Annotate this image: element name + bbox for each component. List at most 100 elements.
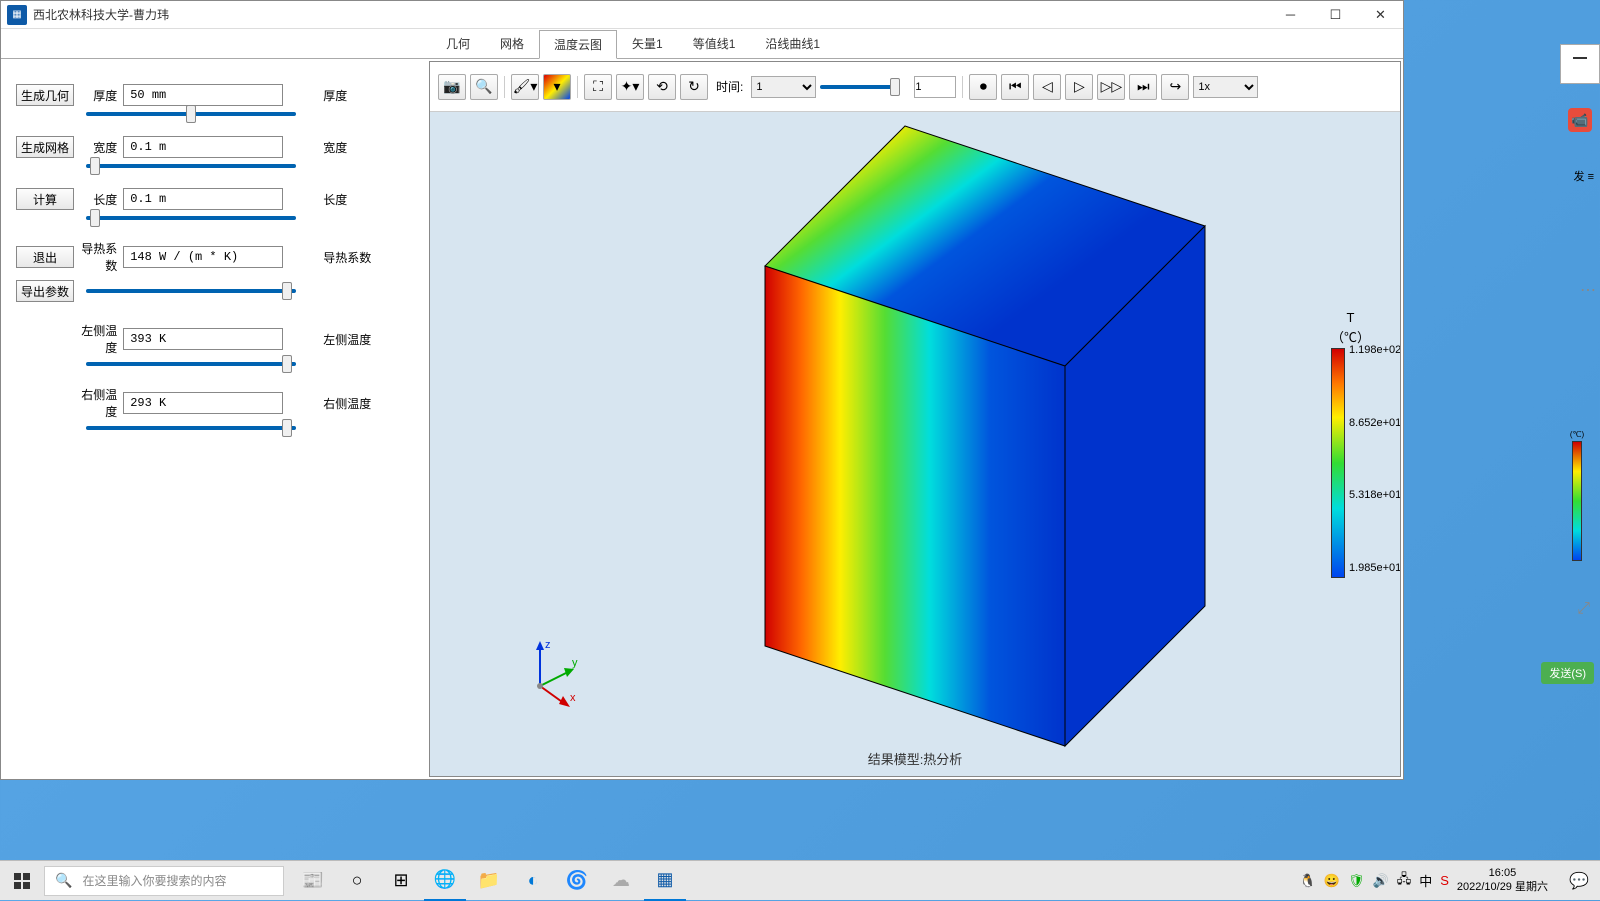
loop-icon[interactable]: ↪ [1161,74,1189,100]
generate-geometry-button[interactable]: 生成几何 [16,84,74,106]
legend-ticks: 1.198e+02 8.652e+01 5.318e+01 1.985e+01 [1349,344,1400,574]
svg-text:y: y [572,657,578,669]
length-slider[interactable] [86,216,296,220]
first-icon[interactable]: ⏮ [1001,74,1029,100]
last-icon[interactable]: ⏭ [1129,74,1157,100]
left-temp-slider[interactable] [86,362,296,366]
prev-icon[interactable]: ◁ [1033,74,1061,100]
width-input[interactable] [123,136,283,158]
tab-mesh[interactable]: 网格 [485,29,539,58]
axes-icon[interactable]: ✦▾ [616,74,644,100]
comsol-icon[interactable]: ▦ [644,861,686,901]
bg-send-button: 发送(S) [1541,662,1594,684]
thickness-display: 厚度 [323,87,412,104]
task-icons: 📰 ○ ⊞ 🌐 📁 ◐ 🌀 ☁ ▦ [292,861,686,901]
length-display: 长度 [323,191,412,208]
right-temp-slider[interactable] [86,426,296,430]
search-box[interactable]: 🔍 在这里输入你要搜索的内容 [44,866,284,896]
legend-gradient-bar [1331,348,1345,578]
news-icon[interactable]: 📰 [292,861,334,901]
svg-text:z: z [545,639,551,651]
thickness-slider[interactable] [86,112,296,116]
tray-icon-2[interactable]: 😀 [1324,873,1340,889]
clock-date: 2022/10/29 星期六 [1457,881,1548,894]
edge-icon[interactable]: 🌐 [424,861,466,901]
tab-temperature[interactable]: 温度云图 [539,30,617,59]
time-slider[interactable] [820,85,900,89]
tray-ime-icon[interactable]: 中 [1419,871,1432,890]
titlebar: ▦ 西北农林科技大学-曹力玮 ─ ☐ ✕ [1,1,1403,29]
app1-icon[interactable]: ◐ [512,861,554,901]
notification-icon[interactable]: 💬 [1558,861,1600,901]
taskview-icon[interactable]: ⊞ [380,861,422,901]
zoom-icon[interactable]: 🔍 [470,74,498,100]
explorer-icon[interactable]: 📁 [468,861,510,901]
exit-button[interactable]: 退出 [16,246,74,268]
bg-mini-legend: (℃) [1562,430,1592,563]
start-button[interactable] [0,861,44,901]
right-temp-display: 右侧温度 [323,395,412,412]
speed-select[interactable]: 1x [1193,76,1258,98]
export-params-button[interactable]: 导出参数 [16,280,74,302]
app2-icon[interactable]: 🌀 [556,861,598,901]
tray-icon-1[interactable]: 🐧 [1300,873,1316,889]
taskbar: 🔍 在这里输入你要搜索的内容 📰 ○ ⊞ 🌐 📁 ◐ 🌀 ☁ ▦ 🐧 😀 🛡 🔊… [0,860,1600,900]
tab-line-curve[interactable]: 沿线曲线1 [750,29,835,58]
tray-sogou-icon[interactable]: S [1440,873,1449,888]
cube-render [605,112,1225,756]
tab-contour[interactable]: 等值线1 [678,29,751,58]
conductivity-slider[interactable] [86,289,296,293]
record-icon[interactable]: ⏺ [969,74,997,100]
tab-geometry[interactable]: 几何 [431,29,485,58]
extents-icon[interactable]: ⛶ [584,74,612,100]
cube-icon[interactable]: ▾ [543,74,571,100]
window-controls: ─ ☐ ✕ [1268,1,1403,29]
tab-bar: 几何 网格 温度云图 矢量1 等值线1 沿线曲线1 [1,29,1403,59]
legend-min: 1.985e+01 [1349,562,1400,574]
clock-time: 16:05 [1457,867,1548,880]
system-tray: 🐧 😀 🛡 🔊 🖧 中 S 16:05 2022/10/29 星期六 [1300,867,1558,893]
rotate-icon[interactable]: ⟲ [648,74,676,100]
main-app-window: ▦ 西北农林科技大学-曹力玮 ─ ☐ ✕ 几何 网格 温度云图 矢量1 等值线1… [0,0,1404,780]
color-legend: T （℃） 1.198e+02 8.652e+01 5.318e+01 1.98… [1331,310,1370,578]
play-icon[interactable]: ▷ [1065,74,1093,100]
right-temp-label: 右侧温度 [78,386,123,420]
close-button[interactable]: ✕ [1358,1,1403,29]
search-icon: 🔍 [55,872,72,889]
length-input[interactable] [123,188,283,210]
right-temp-input[interactable] [123,392,283,414]
camera-icon[interactable]: 📷 [438,74,466,100]
brush-icon[interactable]: 🖌▾ [511,74,539,100]
bg-text-1: 发 ≡ [1574,168,1594,184]
legend-max: 1.198e+02 [1349,344,1400,356]
tab-vector[interactable]: 矢量1 [617,29,678,58]
step-input[interactable] [914,76,956,98]
expand-icon: ⤢ [1577,600,1590,618]
result-label: 结果模型:热分析 [868,749,963,768]
time-select[interactable]: 1 [751,76,816,98]
conductivity-input[interactable] [123,246,283,268]
width-label: 宽度 [78,139,123,156]
bg-window-corner [1560,44,1600,84]
width-slider[interactable] [86,164,296,168]
bg-dots-icon: ⋯ [1580,280,1596,300]
cortana-icon[interactable]: ○ [336,861,378,901]
next-icon[interactable]: ▷▷ [1097,74,1125,100]
minimize-button[interactable]: ─ [1268,1,1313,29]
left-temp-display: 左侧温度 [323,331,412,348]
tray-icon-3[interactable]: 🛡 [1348,873,1365,889]
view-toolbar: 📷 🔍 🖌▾ ▾ ⛶ ✦▾ ⟲ ↻ 时间: 1 ⏺ ⏮ ◁ ▷ ▷▷ [430,62,1400,112]
refresh-icon[interactable]: ↻ [680,74,708,100]
compute-button[interactable]: 计算 [16,188,74,210]
clock[interactable]: 16:05 2022/10/29 星期六 [1457,867,1548,893]
tray-network-icon[interactable]: 🖧 [1397,870,1412,892]
app3-icon[interactable]: ☁ [600,861,642,901]
left-temp-input[interactable] [123,328,283,350]
maximize-button[interactable]: ☐ [1313,1,1358,29]
generate-mesh-button[interactable]: 生成网格 [16,136,74,158]
time-label: 时间: [716,78,743,95]
content-area: 生成几何 厚度 厚度 生成网格 宽度 宽度 计算 长度 长度 [1,59,1403,779]
tray-volume-icon[interactable]: 🔊 [1373,873,1389,889]
thickness-input[interactable] [123,84,283,106]
view-canvas[interactable]: z y x 结果模型:热分析 T （℃） 1.198e+02 [430,112,1400,776]
